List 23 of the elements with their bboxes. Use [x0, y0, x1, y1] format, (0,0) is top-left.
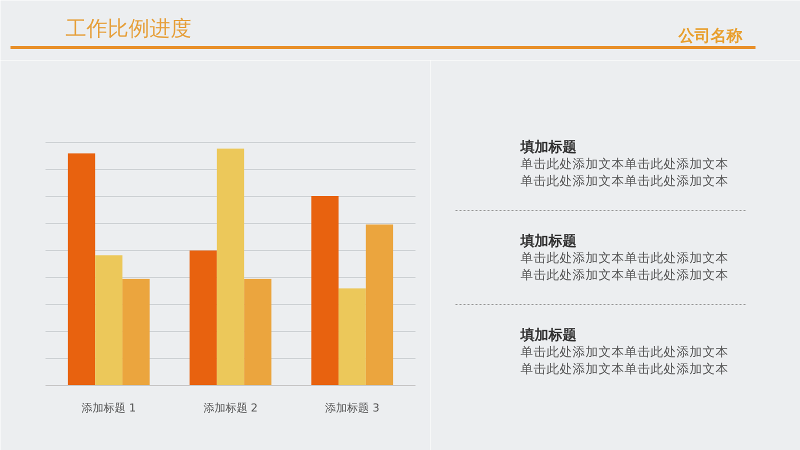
x-tick-label: 添加标题 1 — [82, 402, 136, 414]
text: 公司名称 — [678, 26, 742, 45]
text: 单击此处添加文本单击此处添加文本 — [520, 250, 728, 265]
x-tick-label: 添加标题 2 — [203, 402, 258, 414]
bar — [366, 224, 394, 386]
bar — [216, 148, 244, 386]
text: 填加标题 — [520, 234, 576, 250]
x-tick-label: 添加标题 3 — [324, 402, 380, 414]
bar — [68, 153, 96, 386]
bar — [122, 278, 150, 386]
text: 单击此处添加文本单击此处添加文本 — [520, 173, 728, 188]
text: 单击此处添加文本单击此处添加文本 — [520, 361, 728, 376]
chart-title: 工作比例进度 — [66, 16, 192, 40]
text: 填加标题 — [520, 140, 576, 156]
text: 单击此处添加文本单击此处添加文本 — [520, 156, 728, 171]
bar — [338, 288, 366, 386]
text: 单击此处添加文本单击此处添加文本 — [520, 344, 728, 359]
bar — [190, 250, 217, 386]
bar — [311, 196, 339, 386]
text: 填加标题 — [520, 328, 576, 344]
bar — [244, 278, 272, 386]
bar — [95, 255, 122, 386]
text: 单击此处添加文本单击此处添加文本 — [520, 267, 728, 282]
